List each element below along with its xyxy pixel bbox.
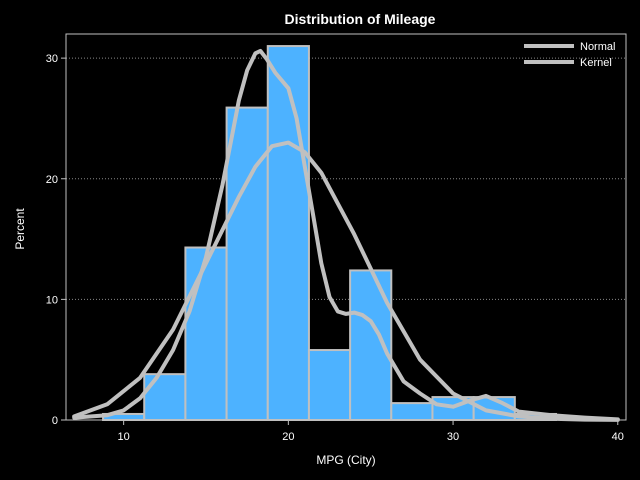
- histogram-bar-4: [225, 106, 269, 422]
- curves-layer: [72, 48, 620, 422]
- legend-label-normal: Normal: [580, 41, 615, 53]
- axes-layer: 10 20 30 40 0 10 20 30: [46, 33, 627, 443]
- chart-title: Distribution of Mileage: [285, 11, 436, 27]
- x-axis-label: MPG (City): [316, 453, 375, 467]
- y-tick-label-20: 20: [46, 174, 58, 186]
- x-tick-label-10: 10: [118, 431, 130, 443]
- histogram-bar-3: [184, 246, 228, 421]
- legend: Normal Kernel: [524, 41, 615, 69]
- histogram-bar-6: [307, 349, 352, 422]
- normal-curve: [72, 140, 620, 422]
- x-tick-label-40: 40: [612, 431, 624, 443]
- y-tick-label-10: 10: [46, 294, 58, 306]
- grid-layer: [66, 57, 626, 300]
- plot-frame: [65, 33, 627, 421]
- kernel-curve: [72, 48, 620, 422]
- y-axis-label: Percent: [13, 208, 27, 250]
- x-tick-label-30: 30: [447, 431, 459, 443]
- x-tick-label-20: 20: [282, 431, 294, 443]
- bars-layer: [102, 45, 558, 422]
- histogram-bar-2: [143, 373, 187, 422]
- legend-label-kernel: Kernel: [580, 57, 612, 69]
- histogram-bar-5: [266, 45, 310, 421]
- y-tick-label-30: 30: [46, 53, 58, 65]
- y-tick-label-0: 0: [52, 415, 58, 427]
- histogram-bar-8: [390, 402, 434, 421]
